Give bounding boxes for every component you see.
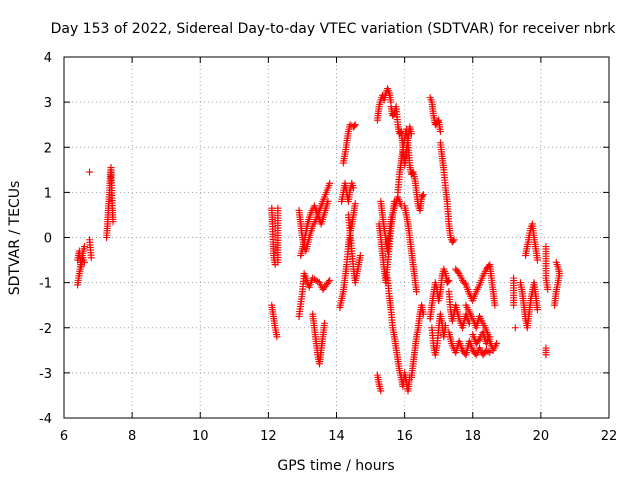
data-points: [74, 85, 564, 395]
data-point: [533, 306, 541, 314]
data-point: [486, 333, 494, 341]
x-tick-label: 14: [328, 429, 345, 444]
y-tick-label: -3: [39, 367, 52, 382]
x-tick-label: 6: [60, 429, 68, 444]
x-tick-label: 16: [396, 429, 413, 444]
y-axis-title: SDTVAR / TECUs: [7, 181, 23, 296]
data-point: [419, 310, 427, 318]
data-point: [419, 192, 427, 200]
y-tick-label: 2: [44, 141, 52, 156]
chart-title: Day 153 of 2022, Sidereal Day-to-day VTE…: [51, 21, 617, 37]
data-point: [450, 236, 458, 244]
data-point: [321, 319, 329, 327]
data-point: [325, 278, 333, 286]
data-point: [274, 258, 282, 266]
x-tick-label: 20: [533, 429, 550, 444]
y-tick-label: 0: [44, 232, 52, 247]
data-point: [413, 288, 421, 296]
data-point: [542, 351, 550, 359]
y-tick-label: -1: [39, 277, 52, 292]
x-tick-label: 8: [128, 429, 136, 444]
x-tick-label: 22: [601, 429, 618, 444]
data-point: [396, 129, 404, 137]
data-point: [445, 276, 453, 284]
data-point: [351, 121, 359, 129]
x-tick-label: 18: [464, 429, 481, 444]
grid-lines: [64, 57, 609, 418]
data-point: [86, 168, 94, 176]
data-point: [273, 333, 281, 341]
x-tick-label: 10: [192, 429, 209, 444]
data-point: [511, 324, 519, 332]
data-point: [80, 258, 88, 266]
data-point: [449, 237, 457, 245]
y-tick-label: 1: [44, 186, 52, 201]
data-point: [109, 218, 117, 226]
data-point: [350, 122, 358, 130]
data-point: [326, 276, 334, 284]
data-point: [442, 321, 449, 329]
data-point: [434, 117, 442, 125]
data-point: [510, 301, 518, 309]
data-point: [552, 258, 560, 266]
data-point: [436, 127, 444, 135]
y-tick-label: 3: [44, 96, 52, 111]
data-point: [454, 268, 462, 276]
x-axis-title: GPS time / hours: [277, 458, 394, 474]
data-point: [419, 191, 427, 199]
y-tick-label: 4: [44, 51, 52, 66]
data-point: [493, 340, 501, 348]
plot-frame: [63, 56, 610, 419]
data-point: [474, 337, 482, 345]
data-point: [80, 243, 88, 251]
data-point: [444, 277, 452, 285]
data-point: [461, 279, 469, 287]
data-point: [326, 179, 334, 187]
data-point: [491, 301, 499, 309]
data-point: [484, 347, 492, 355]
data-point: [533, 256, 541, 264]
data-point: [324, 197, 332, 205]
data-point: [356, 252, 364, 260]
data-point: [377, 387, 385, 395]
x-tick-label: 12: [260, 429, 277, 444]
data-point: [485, 262, 493, 270]
y-tick-label: -2: [39, 322, 52, 337]
data-point: [351, 200, 359, 208]
data-point: [87, 254, 95, 262]
y-tick-label: -4: [39, 412, 52, 427]
data-point: [544, 285, 552, 293]
data-point: [350, 184, 358, 192]
